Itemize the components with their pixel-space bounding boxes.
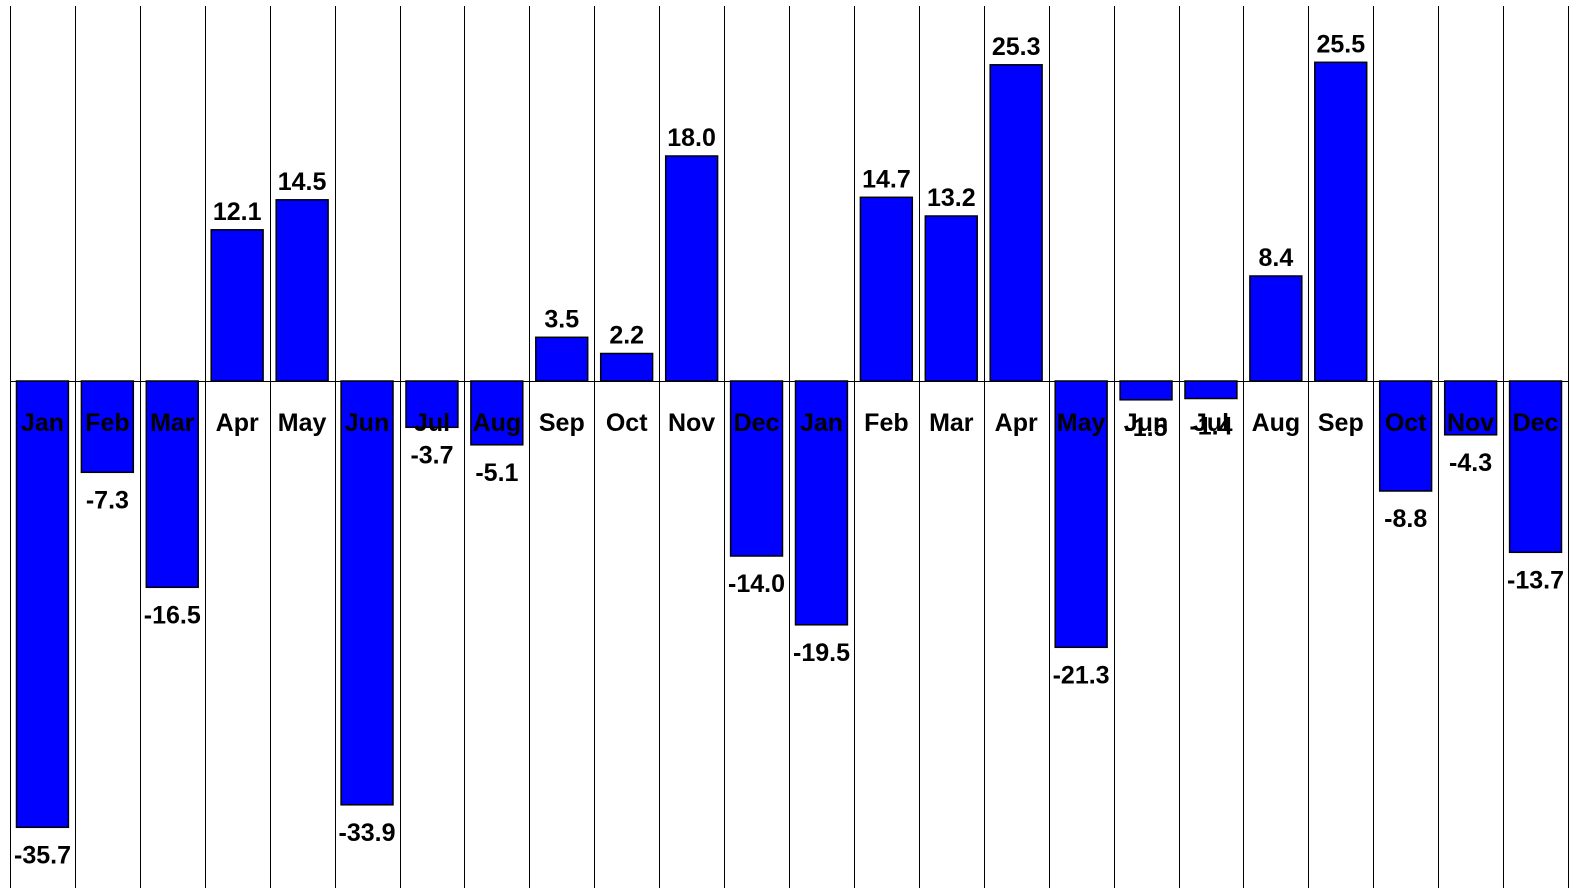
value-label: 12.1 (213, 198, 262, 226)
category-label: Jun (345, 409, 389, 437)
bar-5 (275, 199, 329, 382)
category-label: Mar (929, 409, 974, 437)
category-label: Jun (1124, 409, 1168, 437)
bar-14 (859, 196, 914, 382)
bar-3 (145, 380, 199, 589)
category-label: Oct (606, 409, 648, 437)
bar-2 (80, 380, 135, 474)
category-label: Feb (864, 409, 908, 437)
gridlines (10, 6, 1569, 888)
value-label: -19.5 (793, 639, 850, 667)
bar-6 (340, 380, 394, 806)
value-label: -21.3 (1053, 661, 1110, 689)
bar-4 (210, 229, 264, 382)
category-labels: Jan Feb Mar Apr May Jun Jul Aug Sep Oct Nov Dec Jan F… (21, 409, 1559, 437)
value-label: 25.3 (992, 33, 1041, 61)
category-label: Apr (995, 409, 1038, 437)
category-label: Aug (473, 409, 522, 437)
bar-22 (1378, 380, 1433, 492)
value-label: -35.7 (14, 841, 71, 869)
value-label: 3.5 (544, 305, 579, 333)
category-label: Aug (1252, 409, 1301, 437)
bar-15 (924, 215, 978, 382)
bar-16 (989, 64, 1043, 382)
category-label: Feb (85, 409, 129, 437)
category-label: Oct (1385, 409, 1427, 437)
value-label: 18.0 (667, 124, 716, 152)
category-label: Jan (21, 409, 64, 437)
bar-7 (405, 380, 459, 429)
bar-21 (1314, 61, 1368, 382)
category-label: Jul (414, 409, 450, 437)
value-label: -33.9 (339, 819, 396, 847)
value-label: -4.3 (1449, 449, 1492, 477)
category-label: Dec (734, 409, 780, 437)
bars (15, 61, 1563, 829)
bar-23 (1443, 380, 1498, 436)
bar-20 (1249, 275, 1303, 382)
value-label: -1.4 (1189, 413, 1232, 441)
value-labels: -35.7 -7.3 -16.5 12.1 14.5 -33.9 -3.7 -5.1 3.5 2.… (14, 30, 1564, 869)
bar-19 (1184, 380, 1238, 400)
category-label: May (1057, 409, 1106, 437)
bar-10 (599, 352, 654, 382)
category-label: Jan (800, 409, 843, 437)
value-label: -14.0 (728, 570, 785, 598)
category-label: Dec (1513, 409, 1559, 437)
category-label: Nov (668, 409, 715, 437)
bar-12 (729, 380, 784, 557)
value-label: -3.7 (410, 441, 453, 469)
bar-11 (664, 155, 719, 382)
category-label: Sep (539, 409, 585, 437)
category-label: Nov (1447, 409, 1494, 437)
value-label: 14.7 (862, 165, 911, 193)
value-label: -1.5 (1124, 414, 1167, 442)
value-label: -8.8 (1384, 505, 1427, 533)
bar-9 (535, 336, 589, 382)
value-label: -7.3 (86, 486, 129, 514)
bar-1 (15, 380, 70, 829)
value-label: 8.4 (1259, 244, 1294, 272)
value-label: 14.5 (278, 168, 327, 196)
bar-13 (794, 380, 849, 626)
bar-17 (1054, 380, 1108, 649)
category-label: Apr (216, 409, 259, 437)
bar-8 (470, 380, 524, 446)
category-label: May (278, 409, 327, 437)
category-label: Sep (1318, 409, 1364, 437)
value-label: 25.5 (1316, 30, 1365, 58)
category-label: Mar (150, 409, 195, 437)
value-label: -5.1 (475, 459, 518, 487)
value-label: 2.2 (609, 322, 644, 350)
value-label: 13.2 (927, 184, 976, 212)
value-label: -13.7 (1507, 566, 1564, 594)
bar-18 (1119, 380, 1173, 401)
category-label: Jul (1193, 409, 1229, 437)
bar-24 (1508, 380, 1563, 554)
value-label: -16.5 (144, 601, 201, 629)
